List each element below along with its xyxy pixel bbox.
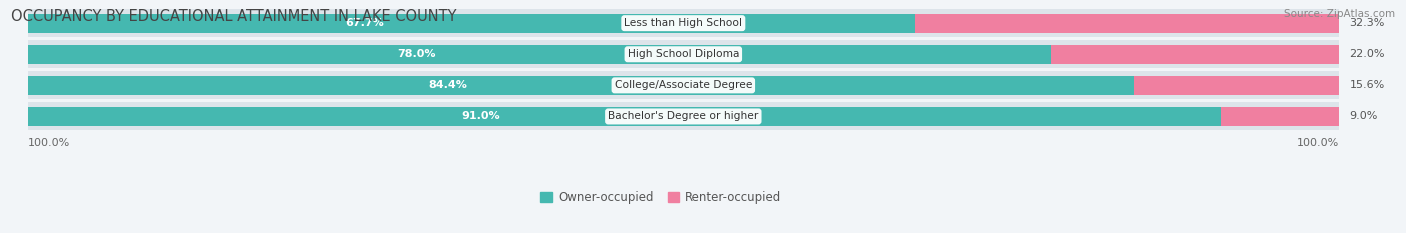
Bar: [1135, 76, 1339, 95]
Text: Bachelor's Degree or higher: Bachelor's Degree or higher: [609, 111, 758, 121]
Text: 9.0%: 9.0%: [1350, 111, 1378, 121]
Text: 100.0%: 100.0%: [28, 138, 70, 147]
Bar: [28, 40, 1339, 68]
Text: 32.3%: 32.3%: [1350, 18, 1385, 28]
Text: 22.0%: 22.0%: [1350, 49, 1385, 59]
Text: 91.0%: 91.0%: [461, 111, 501, 121]
Text: High School Diploma: High School Diploma: [627, 49, 740, 59]
Text: Less than High School: Less than High School: [624, 18, 742, 28]
Text: 78.0%: 78.0%: [396, 49, 436, 59]
Bar: [28, 71, 1339, 99]
Bar: [1050, 45, 1339, 64]
Bar: [28, 103, 1339, 130]
Text: 84.4%: 84.4%: [429, 80, 468, 90]
Bar: [28, 76, 1135, 95]
Text: College/Associate Degree: College/Associate Degree: [614, 80, 752, 90]
Text: 100.0%: 100.0%: [1296, 138, 1339, 147]
Bar: [28, 14, 915, 33]
Text: 15.6%: 15.6%: [1350, 80, 1385, 90]
Bar: [28, 45, 1050, 64]
Text: OCCUPANCY BY EDUCATIONAL ATTAINMENT IN LAKE COUNTY: OCCUPANCY BY EDUCATIONAL ATTAINMENT IN L…: [11, 9, 457, 24]
Bar: [28, 107, 1220, 126]
Bar: [915, 14, 1339, 33]
Text: Source: ZipAtlas.com: Source: ZipAtlas.com: [1284, 9, 1395, 19]
Text: 67.7%: 67.7%: [346, 18, 384, 28]
Legend: Owner-occupied, Renter-occupied: Owner-occupied, Renter-occupied: [536, 186, 786, 209]
Bar: [28, 9, 1339, 37]
Bar: [1220, 107, 1339, 126]
